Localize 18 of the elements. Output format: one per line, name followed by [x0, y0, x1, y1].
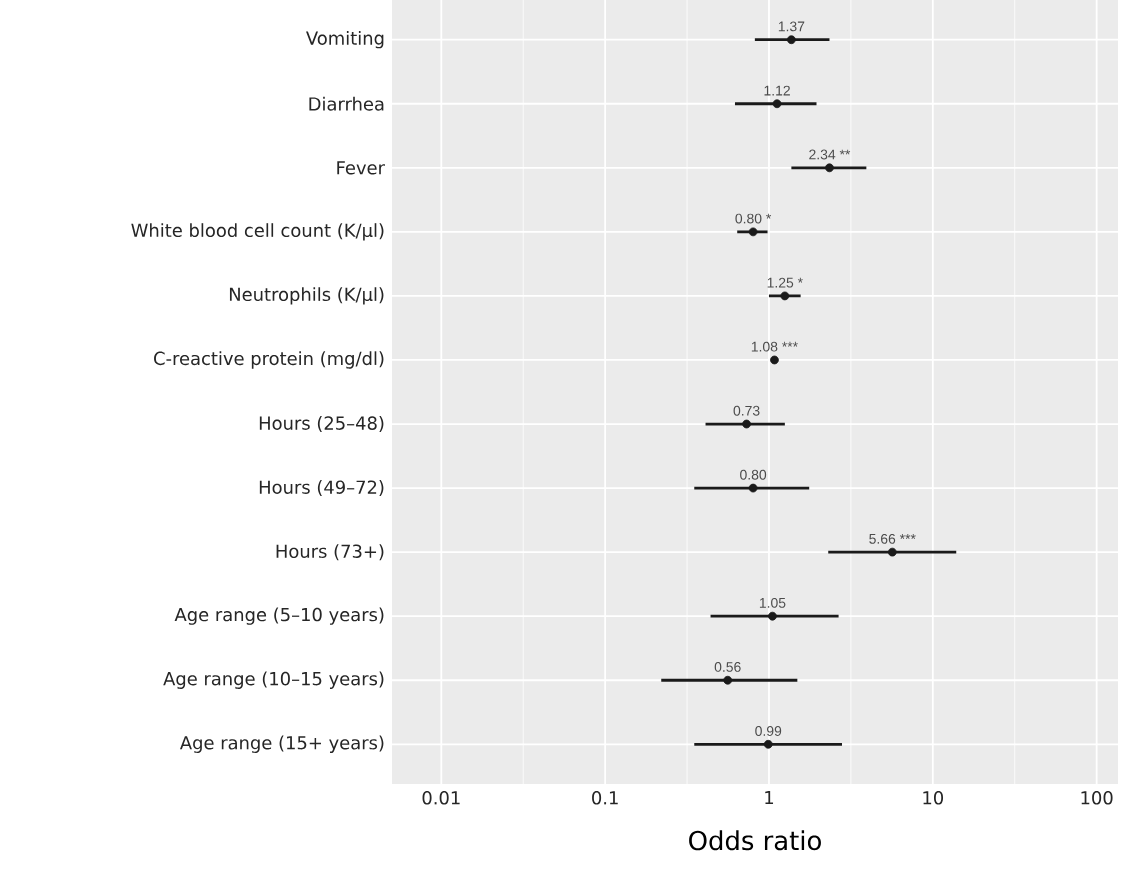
y-tick-label: Vomiting — [306, 31, 384, 49]
y-tick-label: Hours (49–72) — [259, 480, 384, 497]
y-tick-label: White blood cell count (K/µl) — [131, 223, 384, 241]
x-axis-title: Odds ratio — [689, 830, 821, 851]
x-tick-label: 100 — [1081, 791, 1113, 805]
y-tick-label: Neutrophils (K/µl) — [229, 287, 384, 305]
y-tick-label: C-reactive protein (mg/dl) — [154, 351, 384, 369]
x-tick-label: 1 — [765, 791, 774, 805]
y-tick-label: Age range (5–10 years) — [174, 607, 384, 625]
x-tick-label: 0.01 — [422, 791, 460, 805]
x-tick-label: 0.1 — [592, 791, 618, 805]
y-tick-label: Hours (73+) — [276, 544, 384, 561]
y-tick-label: Diarrhea — [309, 96, 384, 111]
y-tick-label: Fever — [337, 161, 385, 175]
x-tick-label: 10 — [923, 791, 944, 805]
y-tick-label: Hours (25–48) — [259, 416, 384, 433]
y-tick-label: Age range (10–15 years) — [163, 671, 384, 689]
y-tick-label: Age range (15+ years) — [179, 735, 384, 753]
